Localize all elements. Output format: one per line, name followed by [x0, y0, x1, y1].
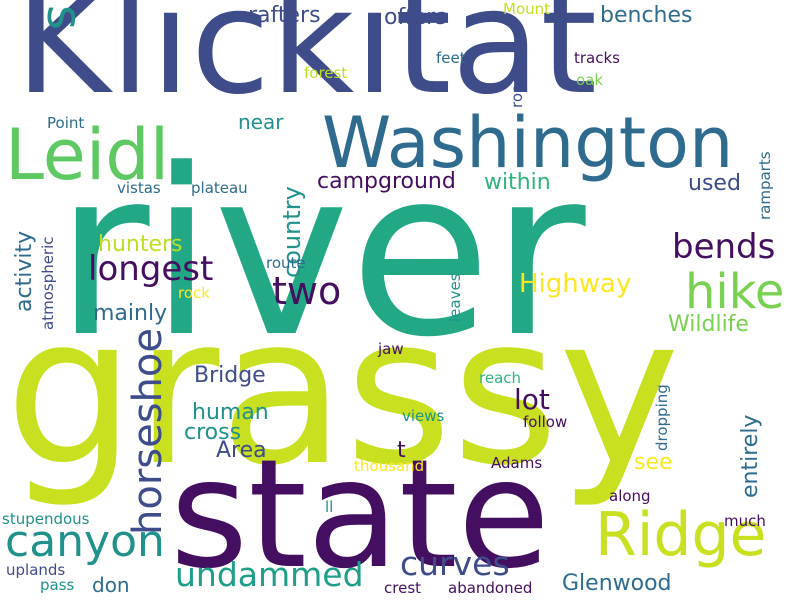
word-hike: hike	[685, 264, 785, 320]
word-route: route	[266, 254, 306, 272]
word-campground: campground	[317, 169, 456, 194]
word-activity: activity	[12, 230, 37, 312]
word-stupendous: stupendous	[2, 510, 90, 528]
word-klickitat: Klickitat	[15, 0, 598, 127]
word-views: views	[402, 407, 445, 425]
word-curves: curves	[400, 544, 510, 583]
word-rafters: rafters	[248, 3, 321, 28]
word-road: road	[508, 74, 526, 108]
word-area: Area	[216, 438, 267, 463]
word-crest: crest	[384, 579, 422, 597]
word-s: s	[36, 5, 92, 31]
word-abandoned: abandoned	[448, 579, 533, 597]
word-jaw: jaw	[378, 340, 404, 358]
word-offers: offers	[384, 5, 447, 30]
word-adams: Adams	[491, 454, 543, 472]
word-see: see	[634, 450, 673, 475]
word-lot: lot	[514, 383, 550, 416]
word-mount: Mount	[503, 0, 551, 18]
word-thousand: thousand	[354, 457, 425, 475]
word-used: used	[688, 171, 741, 196]
word-plateau: plateau	[191, 179, 248, 197]
word-longest: longest	[88, 249, 214, 289]
word-vistas: vistas	[117, 179, 161, 197]
word-glenwood: Glenwood	[562, 571, 672, 596]
word-canyon: canyon	[5, 516, 165, 567]
word-oak: oak	[576, 71, 604, 89]
word-horseshoe: horseshoe	[125, 328, 171, 535]
word-entirely: entirely	[738, 414, 763, 498]
word-pass: pass	[40, 576, 75, 594]
word-ll: ll	[325, 498, 334, 516]
word-two: two	[272, 269, 342, 313]
word-feet: feet	[436, 49, 466, 67]
word-river: river	[55, 121, 586, 388]
word-ramparts: ramparts	[756, 151, 774, 220]
word-rock: rock	[178, 284, 210, 302]
word-hunters: hunters	[98, 232, 183, 257]
word-along: along	[609, 487, 651, 505]
word-state: state	[170, 428, 550, 600]
word-point: Point	[47, 114, 85, 132]
word-reach: reach	[479, 369, 522, 387]
word-bridge: Bridge	[194, 363, 266, 388]
word-follow: follow	[523, 413, 568, 431]
word-cross: cross	[184, 420, 242, 445]
word-dropping: dropping	[653, 384, 671, 451]
word-forest: forest	[304, 64, 348, 82]
word-mainly: mainly	[93, 301, 168, 326]
word-within: within	[484, 170, 551, 195]
word-grassy: grassy	[5, 273, 680, 511]
word-bends: bends	[672, 227, 776, 267]
word-human: human	[192, 400, 269, 425]
word-benches: benches	[600, 3, 693, 28]
word-tracks: tracks	[574, 49, 620, 67]
word-wildlife: Wildlife	[668, 312, 749, 337]
word-washington: Washington	[322, 102, 734, 184]
word-highway: Highway	[519, 269, 632, 299]
word-undammed: undammed	[175, 555, 364, 594]
word-atmospheric: atmospheric	[39, 236, 57, 330]
word-leidl: Leidl	[5, 114, 170, 196]
word-don: don	[92, 573, 130, 597]
word-leaves: leaves	[446, 273, 464, 322]
word-uplands: uplands	[6, 561, 66, 579]
word-near: near	[238, 110, 284, 134]
word-much: much	[724, 512, 766, 530]
word-t: t	[397, 438, 406, 463]
word-ridge: Ridge	[595, 500, 767, 570]
